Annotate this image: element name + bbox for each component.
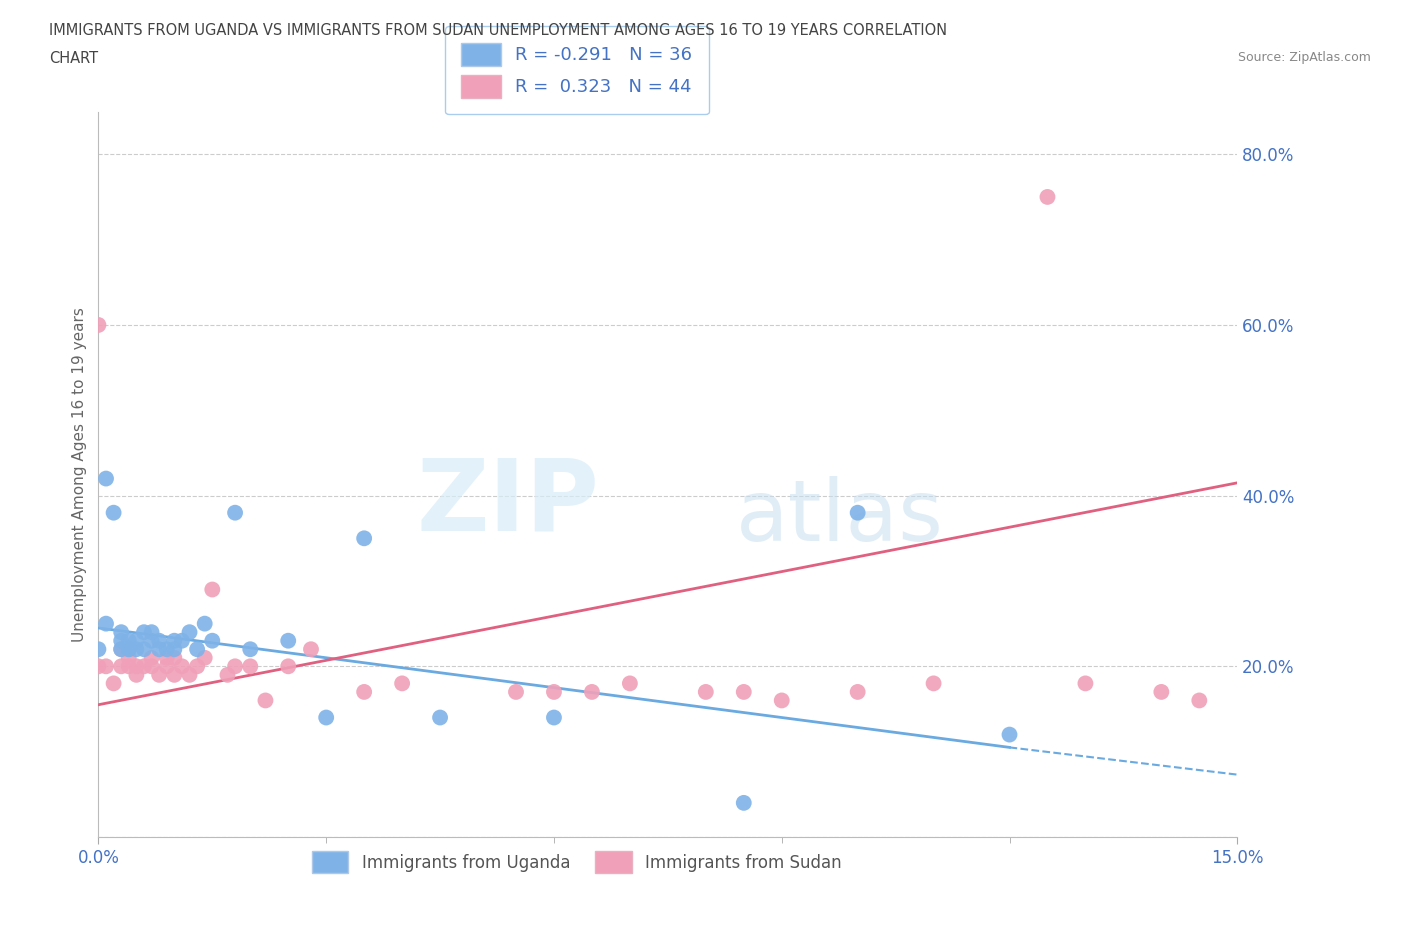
Point [94, 472, 117, 486]
Point [353, 531, 375, 546]
Point [581, 684, 603, 699]
Point [254, 693, 277, 708]
Point [846, 684, 869, 699]
Point [695, 684, 717, 699]
Point [1074, 676, 1097, 691]
Text: ZIP: ZIP [416, 455, 599, 551]
Legend: Immigrants from Uganda, Immigrants from Sudan: Immigrants from Uganda, Immigrants from … [305, 844, 848, 880]
Point [125, 668, 148, 683]
Point [110, 633, 132, 648]
Point [201, 633, 224, 648]
Point [170, 633, 193, 648]
Point [141, 625, 163, 640]
Point [110, 642, 132, 657]
Point [239, 642, 262, 657]
Point [118, 658, 141, 673]
Point [163, 633, 186, 648]
Point [277, 658, 299, 673]
Point [156, 650, 179, 665]
Point [194, 650, 217, 665]
Point [110, 625, 132, 640]
Point [141, 658, 163, 673]
Point [217, 668, 239, 683]
Point [103, 505, 125, 520]
Point [733, 795, 755, 810]
Point [87, 317, 110, 332]
Text: IMMIGRANTS FROM UGANDA VS IMMIGRANTS FROM SUDAN UNEMPLOYMENT AMONG AGES 16 TO 19: IMMIGRANTS FROM UGANDA VS IMMIGRANTS FRO… [49, 23, 948, 38]
Point [194, 617, 217, 631]
Point [619, 676, 641, 691]
Point [132, 658, 155, 673]
Point [186, 642, 208, 657]
Point [543, 711, 565, 725]
Text: CHART: CHART [49, 51, 98, 66]
Point [94, 617, 117, 631]
Y-axis label: Unemployment Among Ages 16 to 19 years: Unemployment Among Ages 16 to 19 years [72, 307, 87, 642]
Point [770, 693, 793, 708]
Point [733, 684, 755, 699]
Point [179, 625, 201, 640]
Point [156, 658, 179, 673]
Point [1036, 190, 1059, 205]
Point [922, 676, 945, 691]
Point [353, 684, 375, 699]
Point [87, 658, 110, 673]
Point [118, 642, 141, 657]
Point [224, 658, 246, 673]
Point [156, 642, 179, 657]
Point [118, 642, 141, 657]
Point [1188, 693, 1211, 708]
Text: Source: ZipAtlas.com: Source: ZipAtlas.com [1237, 51, 1371, 64]
Point [148, 668, 170, 683]
Point [429, 711, 451, 725]
Point [141, 650, 163, 665]
Point [163, 642, 186, 657]
Point [132, 642, 155, 657]
Point [125, 633, 148, 648]
Point [125, 658, 148, 673]
Point [141, 633, 163, 648]
Point [118, 650, 141, 665]
Point [543, 684, 565, 699]
Point [846, 505, 869, 520]
Point [239, 658, 262, 673]
Point [87, 642, 110, 657]
Point [148, 642, 170, 657]
Point [315, 711, 337, 725]
Text: atlas: atlas [737, 476, 945, 559]
Point [132, 625, 155, 640]
Point [125, 642, 148, 657]
Point [94, 658, 117, 673]
Point [186, 658, 208, 673]
Point [110, 642, 132, 657]
Point [148, 633, 170, 648]
Point [163, 668, 186, 683]
Point [103, 676, 125, 691]
Point [998, 727, 1021, 742]
Point [1150, 684, 1173, 699]
Point [299, 642, 322, 657]
Point [201, 582, 224, 597]
Point [110, 658, 132, 673]
Point [224, 505, 246, 520]
Point [277, 633, 299, 648]
Point [170, 658, 193, 673]
Point [163, 650, 186, 665]
Point [505, 684, 527, 699]
Point [118, 633, 141, 648]
Point [391, 676, 413, 691]
Point [179, 668, 201, 683]
